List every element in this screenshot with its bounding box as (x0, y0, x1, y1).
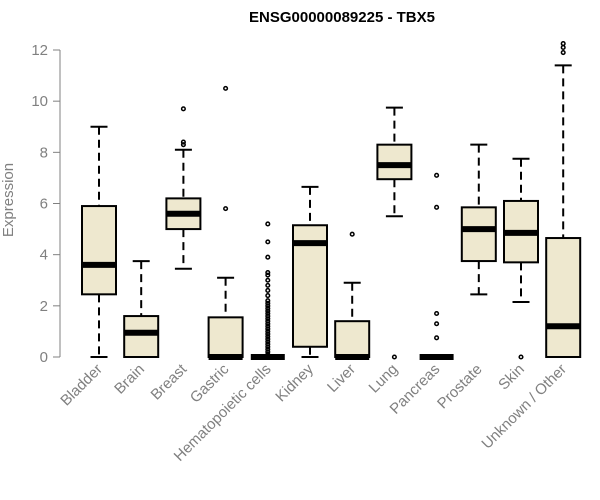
outlier-point (265, 328, 271, 334)
outlier-point (265, 331, 271, 337)
outlier-point (434, 335, 440, 341)
iqr-box (123, 315, 160, 359)
box-lung (376, 106, 413, 360)
iqr-box (81, 205, 117, 296)
x-tick-label: Liver (324, 361, 359, 396)
outlier-point (434, 172, 440, 178)
iqr-box (460, 206, 497, 263)
y-tick-label: 10 (31, 93, 48, 110)
outlier-point (265, 336, 271, 342)
y-tick-label: 0 (40, 349, 48, 366)
x-tick-label: Breast (148, 360, 191, 403)
outlier-point (265, 305, 271, 311)
outlier-point (180, 106, 186, 112)
x-tick-label: Lung (366, 361, 402, 397)
outlier-point (560, 44, 566, 50)
iqr-box (376, 143, 413, 181)
outlier-point (265, 313, 271, 319)
box-gastric (207, 85, 244, 360)
box-bladder (81, 125, 117, 358)
outlier-point (265, 308, 271, 314)
y-axis-title: Expression (0, 163, 17, 237)
outlier-point (180, 142, 186, 148)
box-liver (334, 231, 371, 360)
outlier-point (265, 318, 271, 324)
outlier-point (265, 239, 271, 245)
outlier-point (434, 321, 440, 327)
outlier-point (265, 277, 271, 283)
iqr-box (334, 320, 371, 358)
outlier-point (391, 354, 397, 360)
outlier-point (265, 254, 271, 260)
outlier-point (434, 310, 440, 317)
outlier-point (518, 354, 524, 360)
box-pancreas (419, 172, 454, 360)
y-axis-ticks: 0 2 4 6 8 10 12 (31, 42, 60, 366)
y-tick-label: 12 (31, 42, 48, 59)
outlier-point (180, 139, 186, 145)
y-tick-label: 4 (40, 247, 48, 264)
outlier-point (265, 303, 271, 309)
outlier-point (223, 85, 229, 91)
outlier-point (265, 339, 271, 345)
box-breast (165, 106, 202, 270)
outlier-point (560, 41, 566, 47)
box-hematopoietic-cells (250, 221, 285, 360)
y-tick-label: 6 (40, 196, 48, 213)
outlier-point (265, 298, 271, 304)
outlier-point (265, 310, 271, 317)
outlier-point (265, 293, 271, 299)
outlier-point (265, 287, 271, 294)
box-kidney (292, 185, 328, 358)
outlier-point (265, 270, 271, 276)
outlier-point (265, 300, 271, 306)
box-skin (503, 157, 539, 360)
outlier-point (265, 333, 271, 340)
outlier-point (434, 204, 440, 210)
outlier-point (265, 344, 271, 350)
outlier-point (265, 323, 271, 329)
iqr-box (545, 237, 582, 359)
iqr-box (207, 316, 244, 358)
x-tick-label: Prostate (434, 361, 486, 413)
outlier-point (265, 282, 271, 288)
x-tick-label: Brain (111, 361, 148, 398)
y-tick-label: 2 (40, 298, 48, 315)
outlier-point (265, 272, 271, 278)
outlier-point (223, 206, 229, 212)
y-tick-label: 8 (40, 144, 48, 161)
outlier-point (265, 341, 271, 347)
x-tick-label: Skin (495, 361, 528, 394)
outlier-point (265, 349, 271, 355)
outlier-point (560, 50, 566, 56)
x-tick-label: Kidney (272, 360, 317, 405)
x-tick-label: Bladder (57, 361, 106, 410)
box-series (81, 41, 582, 360)
outlier-point (349, 231, 355, 237)
outlier-point (265, 321, 271, 327)
outlier-point (265, 346, 271, 352)
outlier-point (265, 221, 271, 227)
outlier-point (265, 351, 271, 357)
outlier-point (265, 326, 271, 332)
outlier-point (265, 316, 271, 322)
chart-title: ENSG00000089225 - TBX5 (249, 9, 435, 26)
box-unknown-other (545, 41, 582, 359)
box-brain (123, 260, 160, 359)
box-prostate (460, 143, 497, 296)
